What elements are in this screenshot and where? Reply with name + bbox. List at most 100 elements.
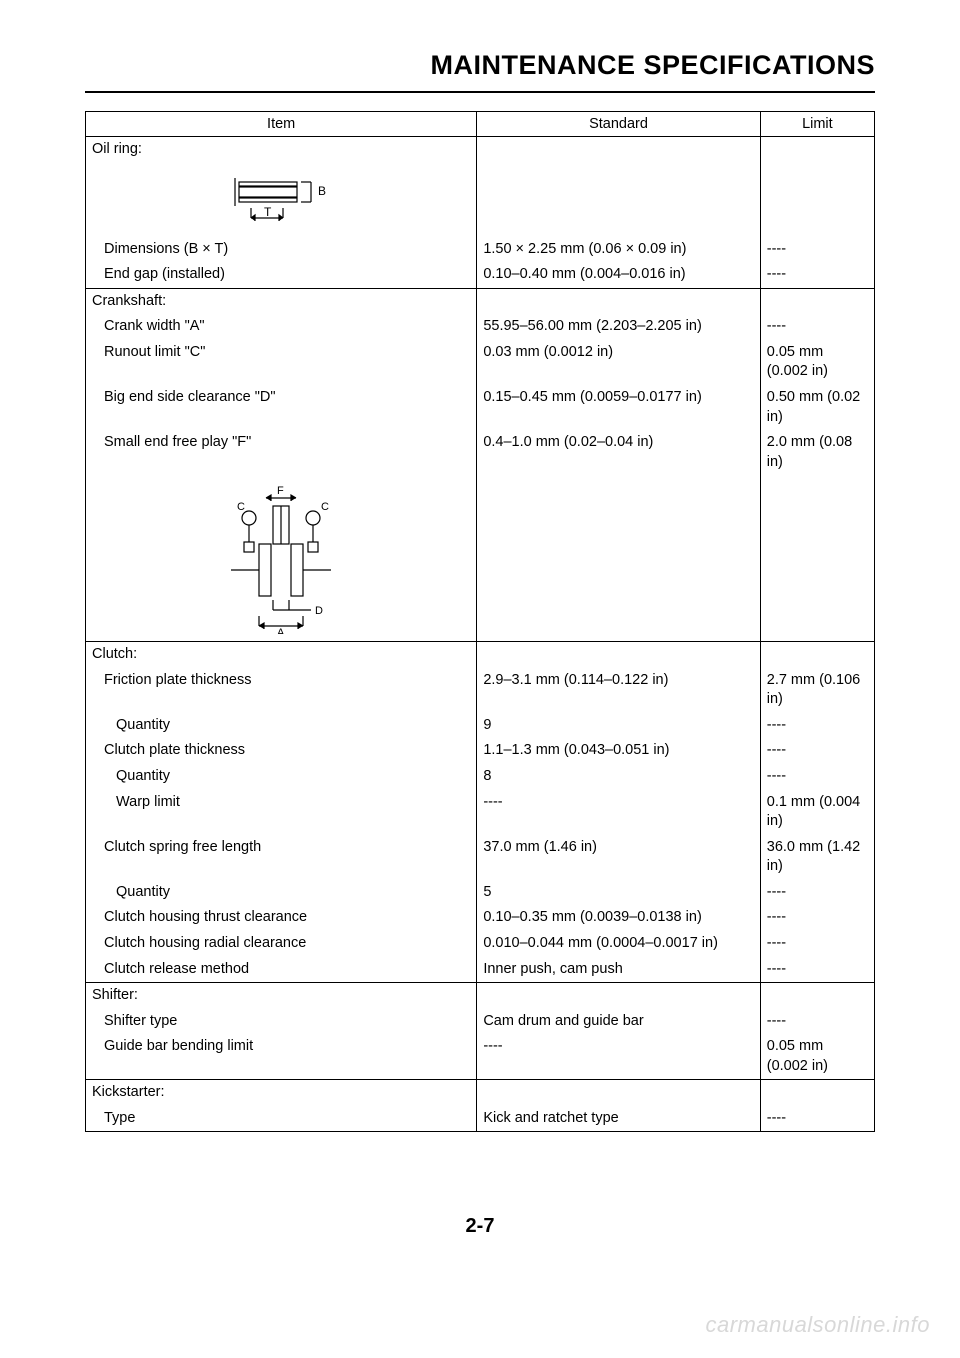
watermark: carmanualsonline.info (705, 1312, 930, 1338)
cell-limit (760, 983, 874, 1009)
table-row: Clutch spring free length37.0 mm (1.46 i… (86, 835, 875, 880)
cell-limit: ---- (760, 931, 874, 957)
cell-limit: 36.0 mm (1.42 in) (760, 835, 874, 880)
oil-ring-diagram: B T (221, 172, 341, 230)
table-row: Shifter typeCam drum and guide bar---- (86, 1009, 875, 1035)
diagram-cell: F C C D A (86, 475, 477, 642)
header-limit: Limit (760, 112, 874, 137)
cell-item: Small end free play "F" (86, 430, 477, 475)
cell-limit: ---- (760, 738, 874, 764)
cell-item: Guide bar bending limit (86, 1034, 477, 1080)
cell-limit: ---- (760, 262, 874, 288)
cell-standard: 0.10–0.35 mm (0.0039–0.0138 in) (477, 905, 760, 931)
diagram-row: B T (86, 163, 875, 237)
cell-standard: 37.0 mm (1.46 in) (477, 835, 760, 880)
cell-item: Dimensions (B × T) (86, 237, 477, 263)
cell-standard (477, 642, 760, 668)
crankshaft-diagram: F C C D A (211, 484, 351, 634)
cell-standard: Cam drum and guide bar (477, 1009, 760, 1035)
cell-standard (477, 1080, 760, 1106)
table-row: Quantity8---- (86, 764, 875, 790)
cell-limit (760, 288, 874, 314)
cell-standard: 9 (477, 713, 760, 739)
cell-limit: ---- (760, 1106, 874, 1132)
table-row: Clutch release methodInner push, cam pus… (86, 957, 875, 983)
table-row: Quantity9---- (86, 713, 875, 739)
section-header: Shifter: (86, 983, 477, 1009)
cell-item: Quantity (86, 764, 477, 790)
cell-limit: ---- (760, 237, 874, 263)
section-header: Clutch: (86, 642, 477, 668)
cell-limit: ---- (760, 314, 874, 340)
header-standard: Standard (477, 112, 760, 137)
cell-item: Runout limit "C" (86, 340, 477, 385)
cell-item: Clutch spring free length (86, 835, 477, 880)
cell-limit (760, 642, 874, 668)
cell-standard: Inner push, cam push (477, 957, 760, 983)
cell-standard: ---- (477, 790, 760, 835)
cell-item: End gap (installed) (86, 262, 477, 288)
cell-standard: 0.4–1.0 mm (0.02–0.04 in) (477, 430, 760, 475)
cell-limit: 0.05 mm (0.002 in) (760, 1034, 874, 1080)
svg-text:A: A (277, 627, 285, 634)
section-header-row: Oil ring: (86, 137, 875, 163)
table-row: Friction plate thickness2.9–3.1 mm (0.11… (86, 668, 875, 713)
cell-limit: ---- (760, 880, 874, 906)
cell-limit: ---- (760, 713, 874, 739)
cell-standard: 8 (477, 764, 760, 790)
section-header-row: Crankshaft: (86, 288, 875, 314)
section-header-row: Clutch: (86, 642, 875, 668)
cell-limit (760, 1080, 874, 1106)
section-header: Kickstarter: (86, 1080, 477, 1106)
cell-limit: 0.50 mm (0.02 in) (760, 385, 874, 430)
svg-text:F: F (277, 485, 284, 497)
section-header: Oil ring: (86, 137, 477, 163)
page-number: 2-7 (0, 1215, 960, 1238)
diagram-cell: B T (86, 163, 477, 237)
table-row: Clutch housing thrust clearance0.10–0.35… (86, 905, 875, 931)
cell-limit: 2.0 mm (0.08 in) (760, 430, 874, 475)
spec-table: Item Standard Limit Oil ring: B T Dimens… (85, 111, 875, 1132)
cell-limit: ---- (760, 1009, 874, 1035)
cell-standard: 1.50 × 2.25 mm (0.06 × 0.09 in) (477, 237, 760, 263)
cell-standard: 0.010–0.044 mm (0.0004–0.0017 in) (477, 931, 760, 957)
cell-standard: 55.95–56.00 mm (2.203–2.205 in) (477, 314, 760, 340)
cell-standard: 0.10–0.40 mm (0.004–0.016 in) (477, 262, 760, 288)
svg-text:T: T (264, 205, 272, 219)
diagram-row: F C C D A (86, 475, 875, 642)
table-row: Small end free play "F"0.4–1.0 mm (0.02–… (86, 430, 875, 475)
page-title: MAINTENANCE SPECIFICATIONS (85, 50, 875, 81)
cell-standard: 0.03 mm (0.0012 in) (477, 340, 760, 385)
table-row: Big end side clearance "D"0.15–0.45 mm (… (86, 385, 875, 430)
cell-standard (477, 983, 760, 1009)
cell-limit: 0.05 mm (0.002 in) (760, 340, 874, 385)
cell-item: Clutch housing thrust clearance (86, 905, 477, 931)
cell-standard: Kick and ratchet type (477, 1106, 760, 1132)
svg-text:B: B (318, 184, 326, 198)
cell-item: Shifter type (86, 1009, 477, 1035)
cell-item: Crank width "A" (86, 314, 477, 340)
cell-item: Clutch release method (86, 957, 477, 983)
cell-limit: 0.1 mm (0.004 in) (760, 790, 874, 835)
cell-limit: ---- (760, 905, 874, 931)
cell-standard: ---- (477, 1034, 760, 1080)
table-row: Warp limit----0.1 mm (0.004 in) (86, 790, 875, 835)
cell-standard: 2.9–3.1 mm (0.114–0.122 in) (477, 668, 760, 713)
horizontal-rule (85, 91, 875, 93)
cell-standard (477, 137, 760, 163)
cell-item: Warp limit (86, 790, 477, 835)
cell-limit: ---- (760, 957, 874, 983)
cell-limit (760, 137, 874, 163)
cell-standard: 5 (477, 880, 760, 906)
table-row: TypeKick and ratchet type---- (86, 1106, 875, 1132)
table-row: Dimensions (B × T)1.50 × 2.25 mm (0.06 ×… (86, 237, 875, 263)
section-header-row: Shifter: (86, 983, 875, 1009)
cell-item: Type (86, 1106, 477, 1132)
cell-limit: ---- (760, 764, 874, 790)
cell-item: Clutch housing radial clearance (86, 931, 477, 957)
cell-standard (477, 288, 760, 314)
cell-item: Quantity (86, 713, 477, 739)
cell-item: Big end side clearance "D" (86, 385, 477, 430)
svg-text:D: D (315, 605, 323, 617)
table-row: Quantity5---- (86, 880, 875, 906)
